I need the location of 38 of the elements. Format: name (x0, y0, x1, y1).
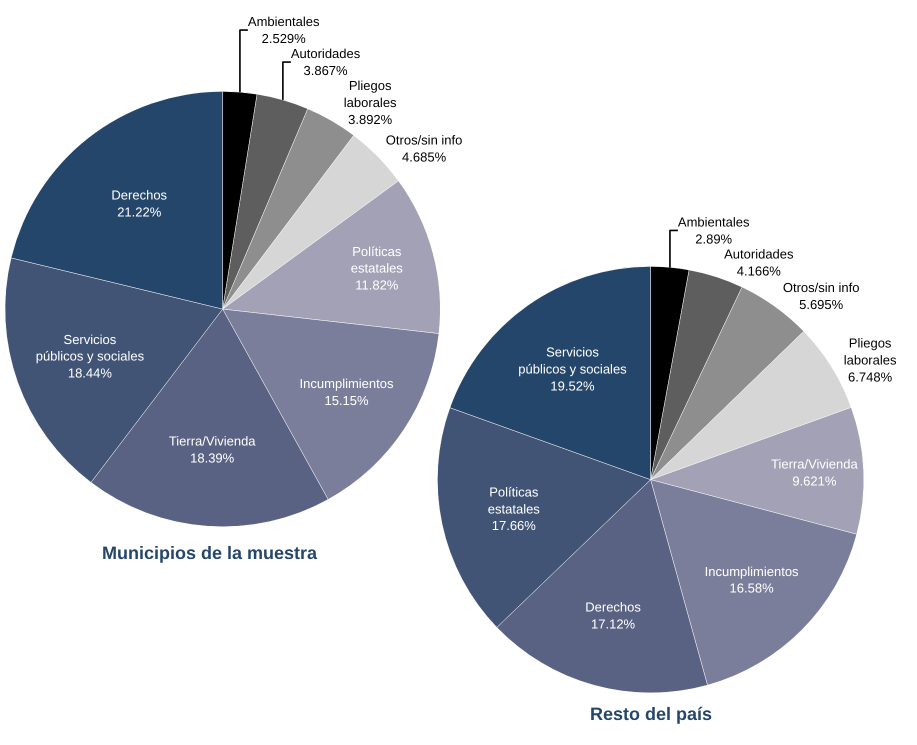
slice-label: Pliegos laborales (344, 78, 398, 110)
slice-label: Autoridades (290, 46, 361, 62)
data-label: 16.58% (730, 580, 774, 596)
data-label: 3.892% (348, 112, 393, 127)
slice-label: Políticas estatales (488, 484, 540, 516)
slice-label: Tierra/Vivienda (168, 434, 256, 449)
text: Municipios de la muestra (102, 543, 318, 563)
data-label: 17.12% (591, 616, 636, 632)
slice-label: Ambientales (678, 214, 750, 230)
slice-label: Servicios públicos y sociales (518, 344, 628, 376)
data-label: 18.44% (68, 366, 112, 381)
slice-label: Incumplimientos (300, 376, 394, 392)
slice-label: Otros/sin info (782, 280, 860, 295)
data-label: 3.867% (304, 62, 348, 78)
slice-label: Políticas estatales (350, 244, 404, 276)
data-label: 2.529% (262, 31, 306, 46)
data-label: 17.66% (492, 518, 536, 534)
slice-label: Incumplimientos (704, 564, 800, 579)
text: Resto del país (590, 704, 712, 724)
data-label: 5.695% (799, 296, 844, 312)
data-label: 15.15% (324, 392, 370, 408)
data-label: 19.52% (550, 378, 595, 394)
slice-label: Derechos (111, 187, 168, 202)
slice-label: Autoridades (724, 246, 794, 262)
slice-label: Ambientales (248, 14, 320, 30)
slice-label: Tierra/Vivienda (771, 456, 858, 472)
data-label: 6.748% (848, 369, 893, 384)
slice-label: Pliegos laborales (844, 336, 897, 368)
data-label: 2.89% (695, 231, 733, 246)
data-label: 11.82% (355, 278, 399, 293)
data-label: 9.621% (792, 473, 837, 488)
data-label: 21.22% (117, 204, 162, 220)
data-label: 4.166% (736, 263, 782, 278)
data-label: 18.39% (190, 450, 235, 466)
slice-label: Derechos (585, 600, 642, 615)
slice-label: Servicios públicos y sociales (36, 332, 145, 364)
slice-label: Otros/sin info (386, 132, 462, 148)
data-label: 4.685% (402, 150, 447, 165)
